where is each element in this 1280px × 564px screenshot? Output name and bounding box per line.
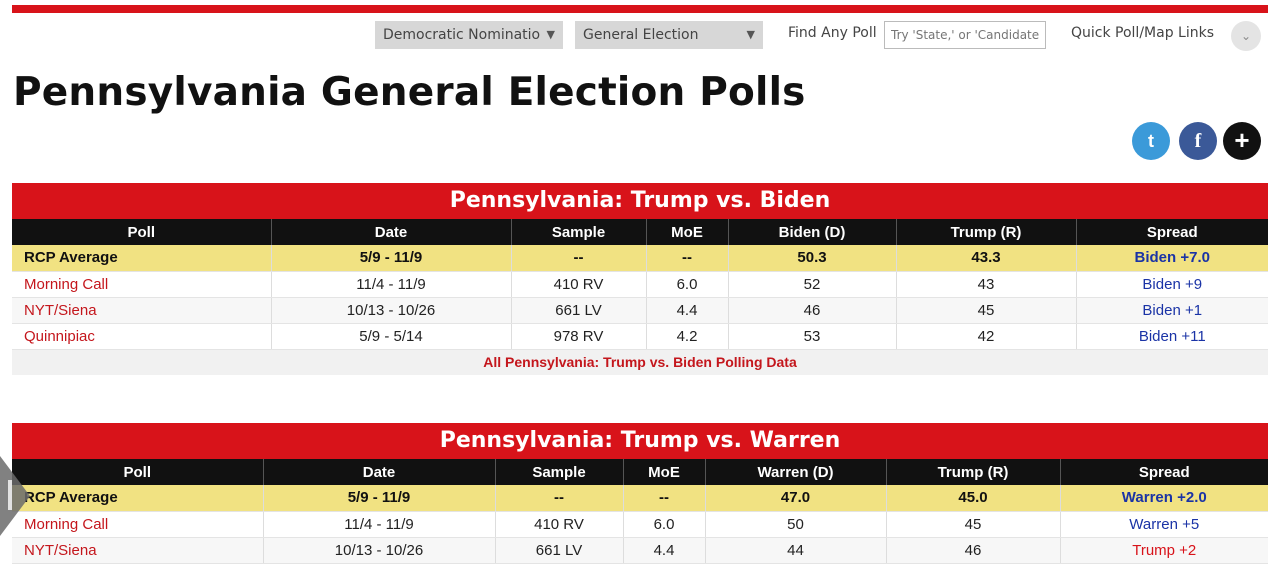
moe-cell: 6.0 bbox=[623, 511, 706, 538]
chevron-down-icon[interactable]: ⌄ bbox=[1231, 21, 1261, 51]
moe-cell: -- bbox=[623, 485, 706, 512]
col-header: Date bbox=[271, 219, 512, 245]
dem-cell: 46 bbox=[728, 297, 897, 324]
sample-cell: -- bbox=[511, 245, 647, 272]
rep-cell: 45 bbox=[886, 511, 1061, 538]
spread-cell: Warren +5 bbox=[1060, 511, 1268, 538]
spread-cell: Biden +9 bbox=[1076, 271, 1268, 298]
moe-cell: 4.4 bbox=[623, 537, 706, 564]
rep-cell: 42 bbox=[896, 323, 1077, 350]
poll-title[interactable]: Pennsylvania: Trump vs. Biden bbox=[12, 183, 1268, 219]
select-value: General Election bbox=[583, 27, 699, 43]
poll-name-link[interactable]: Morning Call bbox=[12, 511, 264, 538]
dem-cell: 47.0 bbox=[705, 485, 887, 512]
poll-name-link[interactable]: Quinnipiac bbox=[12, 323, 272, 350]
col-header: Spread bbox=[1060, 459, 1268, 485]
sample-cell: 661 LV bbox=[511, 297, 647, 324]
poll-name-link[interactable]: Morning Call bbox=[12, 271, 272, 298]
poll-table: Poll Date Sample MoE Warren (D) Trump (R… bbox=[12, 459, 1268, 564]
col-header: Trump (R) bbox=[896, 219, 1077, 245]
dem-cell: 53 bbox=[728, 323, 897, 350]
table-row: RCP Average 5/9 - 11/9 -- -- 50.3 43.3 B… bbox=[12, 245, 1268, 272]
spread-cell: Warren +2.0 bbox=[1060, 485, 1268, 512]
col-header: Warren (D) bbox=[705, 459, 887, 485]
moe-cell: 6.0 bbox=[646, 271, 729, 298]
sample-cell: 410 RV bbox=[511, 271, 647, 298]
rep-cell: 43.3 bbox=[896, 245, 1077, 272]
table-row: RCP Average 5/9 - 11/9 -- -- 47.0 45.0 W… bbox=[12, 485, 1268, 512]
col-header: Date bbox=[263, 459, 496, 485]
col-header: Spread bbox=[1076, 219, 1268, 245]
dem-cell: 50.3 bbox=[728, 245, 897, 272]
date-cell: 5/9 - 11/9 bbox=[263, 485, 496, 512]
table-row: Quinnipiac 5/9 - 5/14 978 RV 4.2 53 42 B… bbox=[12, 323, 1268, 350]
facebook-icon[interactable]: f bbox=[1179, 122, 1217, 160]
all-polling-data-link[interactable]: All Pennsylvania: Trump vs. Biden Pollin… bbox=[12, 349, 1268, 375]
top-nav: Democratic Nominatio ▼ General Election … bbox=[0, 21, 1280, 51]
general-election-select[interactable]: General Election ▼ bbox=[575, 21, 763, 49]
share-more-icon[interactable]: + bbox=[1223, 122, 1261, 160]
page-title: Pennsylvania General Election Polls bbox=[13, 70, 806, 115]
col-header: Sample bbox=[495, 459, 624, 485]
quick-links-label[interactable]: Quick Poll/Map Links bbox=[1071, 25, 1215, 41]
date-cell: 11/4 - 11/9 bbox=[271, 271, 512, 298]
date-cell: 5/9 - 11/9 bbox=[271, 245, 512, 272]
caret-down-icon: ▼ bbox=[746, 28, 755, 41]
poll-name: RCP Average bbox=[12, 245, 272, 272]
date-cell: 10/13 - 10/26 bbox=[271, 297, 512, 324]
date-cell: 10/13 - 10/26 bbox=[263, 537, 496, 564]
table-header-row: Poll Date Sample MoE Warren (D) Trump (R… bbox=[12, 459, 1268, 485]
date-cell: 11/4 - 11/9 bbox=[263, 511, 496, 538]
table-row: Morning Call 11/4 - 11/9 410 RV 6.0 50 4… bbox=[12, 511, 1268, 538]
poll-name-link[interactable]: NYT/Siena bbox=[12, 297, 272, 324]
dem-cell: 44 bbox=[705, 537, 887, 564]
table-row: Morning Call 11/4 - 11/9 410 RV 6.0 52 4… bbox=[12, 271, 1268, 298]
sample-cell: -- bbox=[495, 485, 624, 512]
col-header: Poll bbox=[12, 459, 264, 485]
table-header-row: Poll Date Sample MoE Biden (D) Trump (R)… bbox=[12, 219, 1268, 245]
find-poll-label: Find Any Poll bbox=[788, 25, 877, 41]
spread-cell: Biden +1 bbox=[1076, 297, 1268, 324]
col-header: MoE bbox=[646, 219, 729, 245]
col-header: Poll bbox=[12, 219, 272, 245]
dem-cell: 52 bbox=[728, 271, 897, 298]
grip-icon bbox=[8, 480, 12, 510]
select-value: Democratic Nominatio bbox=[383, 27, 541, 43]
rep-cell: 43 bbox=[896, 271, 1077, 298]
col-header: Sample bbox=[511, 219, 647, 245]
rep-cell: 45.0 bbox=[886, 485, 1061, 512]
col-header: MoE bbox=[623, 459, 706, 485]
moe-cell: -- bbox=[646, 245, 729, 272]
rep-cell: 46 bbox=[886, 537, 1061, 564]
moe-cell: 4.4 bbox=[646, 297, 729, 324]
col-header: Biden (D) bbox=[728, 219, 897, 245]
spread-cell: Trump +2 bbox=[1060, 537, 1268, 564]
poll-table-trump-warren: Pennsylvania: Trump vs. Warren Poll Date… bbox=[12, 423, 1268, 564]
table-row: NYT/Siena 10/13 - 10/26 661 LV 4.4 44 46… bbox=[12, 537, 1268, 564]
sample-cell: 410 RV bbox=[495, 511, 624, 538]
sample-cell: 661 LV bbox=[495, 537, 624, 564]
table-row: NYT/Siena 10/13 - 10/26 661 LV 4.4 46 45… bbox=[12, 297, 1268, 324]
poll-title[interactable]: Pennsylvania: Trump vs. Warren bbox=[12, 423, 1268, 459]
dem-cell: 50 bbox=[705, 511, 887, 538]
twitter-icon[interactable]: t bbox=[1132, 122, 1170, 160]
democratic-nomination-select[interactable]: Democratic Nominatio ▼ bbox=[375, 21, 563, 49]
poll-name: RCP Average bbox=[12, 485, 264, 512]
sample-cell: 978 RV bbox=[511, 323, 647, 350]
poll-table: Poll Date Sample MoE Biden (D) Trump (R)… bbox=[12, 219, 1268, 350]
poll-table-trump-biden: Pennsylvania: Trump vs. Biden Poll Date … bbox=[12, 183, 1268, 375]
rep-cell: 45 bbox=[896, 297, 1077, 324]
poll-name-link[interactable]: NYT/Siena bbox=[12, 537, 264, 564]
col-header: Trump (R) bbox=[886, 459, 1061, 485]
find-poll-input[interactable] bbox=[884, 21, 1046, 49]
caret-down-icon: ▼ bbox=[546, 28, 555, 41]
spread-cell: Biden +11 bbox=[1076, 323, 1268, 350]
moe-cell: 4.2 bbox=[646, 323, 729, 350]
top-red-bar bbox=[12, 5, 1268, 13]
spread-cell: Biden +7.0 bbox=[1076, 245, 1268, 272]
date-cell: 5/9 - 5/14 bbox=[271, 323, 512, 350]
